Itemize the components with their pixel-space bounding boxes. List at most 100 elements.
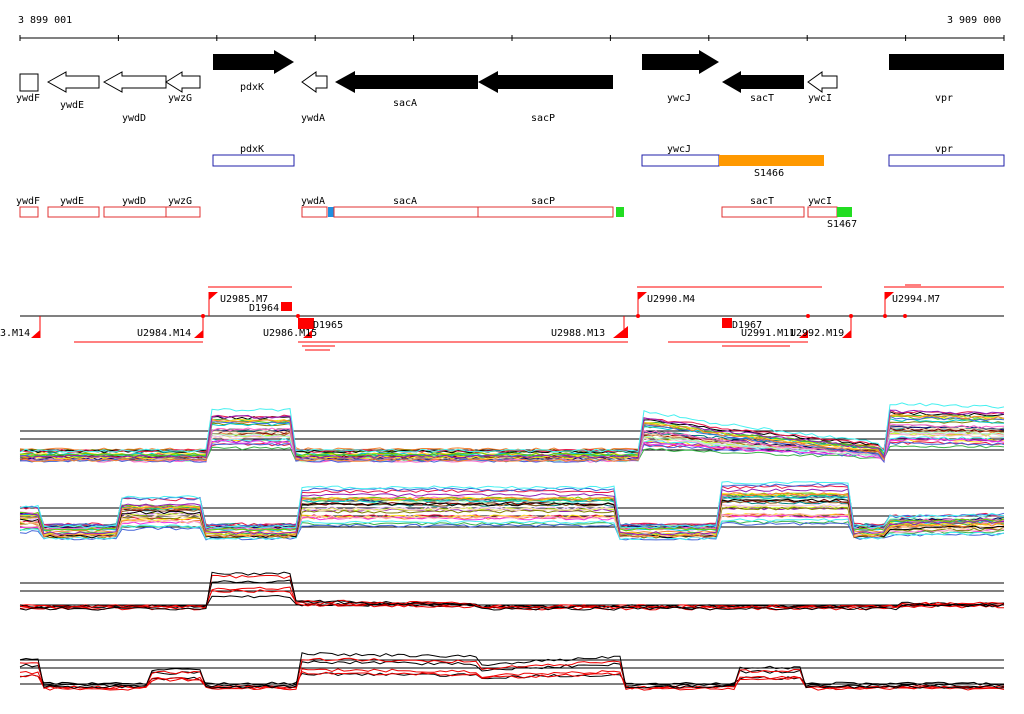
expression-profile-line xyxy=(19,414,1005,462)
gene-track: ywdF ywdE ywdD ywzG pdxK ywdA sa xyxy=(16,50,1004,124)
gene-label-vpr: vpr xyxy=(935,93,953,104)
track2-label-S1467: S1467 xyxy=(827,219,857,230)
gene-arrow-vpr[interactable]: vpr xyxy=(889,54,1004,104)
expression-panel-3 xyxy=(19,571,1005,611)
tu-label-U2992[interactable]: U2992.M19 xyxy=(790,328,844,339)
gene-arrow-sacA[interactable]: sacA xyxy=(335,71,478,109)
gene-arrow-ywzG[interactable]: ywzG xyxy=(165,71,201,104)
gene-label-ywcI: ywcI xyxy=(808,93,832,104)
expression-profile-line xyxy=(19,498,1005,529)
tu-label-D1965[interactable]: D1965 xyxy=(313,320,343,331)
tu-label-D1964[interactable]: D1964 xyxy=(249,303,279,314)
gene-label-ywzG: ywzG xyxy=(168,93,192,104)
track1-feature-pdxK[interactable]: pdxK xyxy=(212,144,295,167)
track1-feature-ywcJ[interactable]: ywcJ xyxy=(641,144,720,167)
track2-feature-sacT[interactable]: sacT xyxy=(721,196,805,218)
gene-arrow-ywdF[interactable]: ywdF xyxy=(16,73,40,104)
expression-profile-line xyxy=(19,657,1005,690)
ruler-start-label: 3 899 001 xyxy=(18,15,72,26)
expression-profile-line xyxy=(19,483,1005,528)
gene-label-pdxK: pdxK xyxy=(240,82,264,93)
tu-label-U2990[interactable]: U2990.M4 xyxy=(647,294,695,305)
tu-label-U2994[interactable]: U2994.M7 xyxy=(892,294,940,305)
expression-profile-line xyxy=(19,504,1005,538)
track2-segment-S1467[interactable]: S1467 xyxy=(827,207,857,230)
track2-feature-ywcI[interactable]: ywcI xyxy=(807,196,838,218)
transcription-unit-track: U2985.M7 D1964 U2990.M4 U2994.M7 3.M14 xyxy=(0,284,1004,351)
expression-panel-1 xyxy=(19,402,1005,464)
expression-profile-line xyxy=(19,402,1005,454)
track1-label-pdxK: pdxK xyxy=(240,144,264,155)
coordinate-ruler: 3 899 001 3 909 000 xyxy=(18,15,1005,41)
track1-label-S1466: S1466 xyxy=(754,168,784,179)
gene-arrow-sacT[interactable]: sacT xyxy=(722,71,804,104)
track1-label-vpr: vpr xyxy=(935,144,953,155)
tu-label-U2985[interactable]: U2985.M7 xyxy=(220,294,268,305)
gene-label-ywdA: ywdA xyxy=(301,113,325,124)
expression-profile-line xyxy=(19,410,1005,454)
feature-track-2: ywdF ywdE ywdD ywzG ywdA sacA sacP xyxy=(16,196,857,230)
green-marker xyxy=(616,207,624,217)
expression-profile-line xyxy=(19,668,1005,691)
gene-label-sacT: sacT xyxy=(750,93,774,104)
track2-feature-sacA[interactable]: sacA xyxy=(333,196,479,218)
tu-label-U2988[interactable]: U2988.M13 xyxy=(551,328,605,339)
expression-profile-line xyxy=(19,512,1005,539)
track2-label-ywdA: ywdA xyxy=(301,196,325,207)
tu-label-D1967[interactable]: D1967 xyxy=(732,320,762,331)
gene-label-sacP: sacP xyxy=(531,113,555,124)
track1-label-ywcJ: ywcJ xyxy=(667,144,691,155)
expression-profile-line xyxy=(19,480,1005,529)
track1-feature-vpr[interactable]: vpr xyxy=(888,144,1005,167)
track1-segment-S1466[interactable]: S1466 xyxy=(719,155,824,179)
tu-label-3M14[interactable]: 3.M14 xyxy=(0,328,30,339)
track2-feature-ywdF[interactable]: ywdF xyxy=(16,196,40,218)
track2-label-sacT: sacT xyxy=(750,196,774,207)
track2-label-ywdD: ywdD xyxy=(122,196,146,207)
track2-feature-ywdE[interactable]: ywdE xyxy=(47,196,100,218)
gene-arrow-ywdA[interactable]: ywdA xyxy=(301,71,328,124)
gene-label-sacA: sacA xyxy=(393,98,417,109)
expression-profile-line xyxy=(19,493,1004,536)
tu-box-D1964 xyxy=(281,302,292,311)
tu-label-U2991[interactable]: U2991.M11 xyxy=(741,328,795,339)
gene-label-ywdD: ywdD xyxy=(122,113,146,124)
gene-arrow-pdxK[interactable]: pdxK xyxy=(213,50,294,93)
expression-profile-line xyxy=(19,652,1004,689)
track2-label-ywzG: ywzG xyxy=(168,196,192,207)
tu-label-U2984[interactable]: U2984.M14 xyxy=(137,328,191,339)
gene-arrow-ywdE[interactable]: ywdE xyxy=(46,71,100,111)
track2-feature-ywzG[interactable]: ywzG xyxy=(165,196,201,218)
blue-marker xyxy=(328,207,334,217)
gene-arrow-ywcI[interactable]: ywcI xyxy=(807,71,838,104)
gene-label-ywdE: ywdE xyxy=(60,100,84,111)
ruler-end-label: 3 909 000 xyxy=(947,15,1001,26)
track2-feature-sacP[interactable]: sacP xyxy=(477,196,614,218)
gene-arrow-ywdD[interactable]: ywdD xyxy=(102,71,167,124)
expression-profile-line xyxy=(19,571,1005,611)
track2-label-sacP: sacP xyxy=(531,196,555,207)
gene-arrow-sacP[interactable]: sacP xyxy=(478,71,613,124)
expression-profile-line xyxy=(20,574,1005,609)
track2-label-sacA: sacA xyxy=(393,196,417,207)
gene-arrow-ywcJ[interactable]: ywcJ xyxy=(642,50,719,104)
track2-label-ywdF: ywdF xyxy=(16,196,40,207)
track2-label-ywdE: ywdE xyxy=(60,196,84,207)
expression-profile-line xyxy=(19,492,1005,538)
gene-label-ywdF: ywdF xyxy=(16,93,40,104)
expression-panel-2 xyxy=(19,480,1005,541)
expression-profile-line xyxy=(19,579,1005,609)
expression-profile-line xyxy=(19,498,1005,539)
expression-profile-line xyxy=(19,518,1005,541)
track2-feature-ywdA[interactable]: ywdA xyxy=(301,196,334,218)
tu-label-U2986[interactable]: U2986.M15 xyxy=(263,328,317,339)
track2-feature-ywdD[interactable]: ywdD xyxy=(103,196,167,218)
expression-profile-line xyxy=(19,415,1005,464)
gene-label-ywcJ: ywcJ xyxy=(667,93,691,104)
expression-panel-4 xyxy=(19,652,1005,691)
expression-profile-line xyxy=(19,488,1005,536)
expression-profile-line xyxy=(19,521,1005,541)
expression-profile-line xyxy=(19,409,1005,459)
feature-track-1: pdxK ywcJ S1466 vpr xyxy=(212,144,1005,179)
